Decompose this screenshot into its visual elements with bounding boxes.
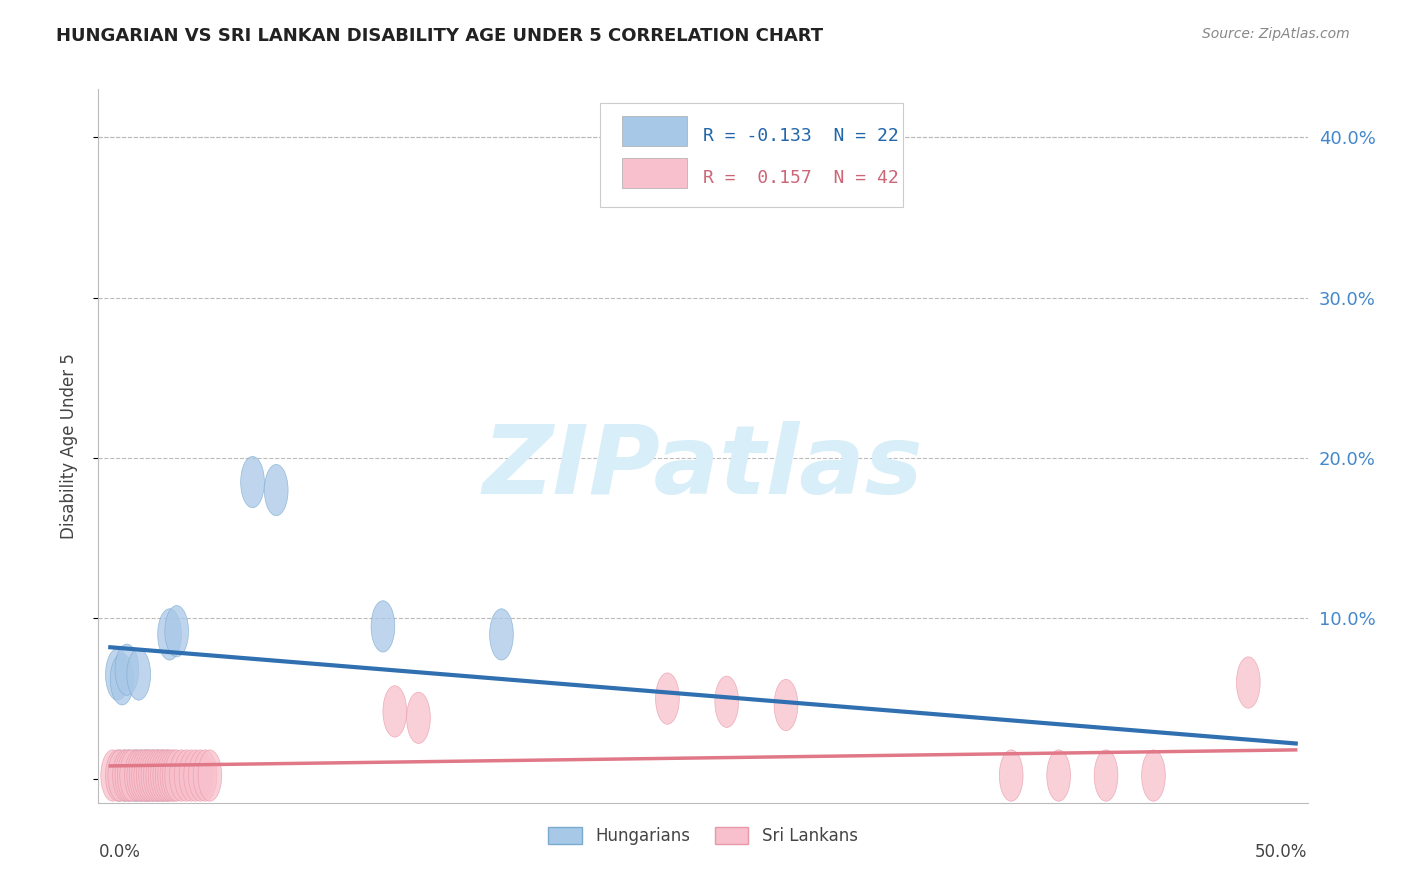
Ellipse shape	[105, 750, 129, 801]
Ellipse shape	[101, 750, 125, 801]
FancyBboxPatch shape	[621, 116, 688, 146]
Ellipse shape	[112, 750, 136, 801]
Ellipse shape	[193, 750, 217, 801]
Ellipse shape	[264, 465, 288, 516]
Ellipse shape	[134, 750, 157, 801]
Text: HUNGARIAN VS SRI LANKAN DISABILITY AGE UNDER 5 CORRELATION CHART: HUNGARIAN VS SRI LANKAN DISABILITY AGE U…	[56, 27, 824, 45]
Ellipse shape	[150, 750, 174, 801]
Ellipse shape	[108, 750, 132, 801]
Ellipse shape	[188, 750, 212, 801]
Ellipse shape	[136, 750, 160, 801]
Ellipse shape	[155, 750, 179, 801]
Ellipse shape	[146, 750, 170, 801]
Ellipse shape	[184, 750, 208, 801]
Text: R = -0.133  N = 22: R = -0.133 N = 22	[703, 128, 898, 145]
Ellipse shape	[1094, 750, 1118, 801]
Ellipse shape	[160, 750, 184, 801]
Ellipse shape	[127, 750, 150, 801]
Ellipse shape	[143, 750, 167, 801]
Ellipse shape	[122, 750, 146, 801]
Ellipse shape	[125, 750, 148, 801]
Ellipse shape	[139, 750, 163, 801]
Ellipse shape	[117, 750, 141, 801]
Ellipse shape	[136, 750, 160, 801]
Ellipse shape	[125, 750, 148, 801]
Ellipse shape	[157, 750, 181, 801]
Text: Source: ZipAtlas.com: Source: ZipAtlas.com	[1202, 27, 1350, 41]
Ellipse shape	[198, 750, 222, 801]
Ellipse shape	[117, 750, 141, 801]
Ellipse shape	[382, 686, 406, 737]
Ellipse shape	[489, 608, 513, 660]
Legend: Hungarians, Sri Lankans: Hungarians, Sri Lankans	[541, 820, 865, 852]
Text: 50.0%: 50.0%	[1256, 843, 1308, 861]
Y-axis label: Disability Age Under 5: Disability Age Under 5	[59, 353, 77, 539]
Ellipse shape	[115, 750, 139, 801]
Ellipse shape	[157, 608, 181, 660]
Ellipse shape	[141, 750, 165, 801]
Ellipse shape	[1142, 750, 1166, 801]
Ellipse shape	[163, 750, 186, 801]
Ellipse shape	[115, 644, 139, 696]
Ellipse shape	[1000, 750, 1024, 801]
Ellipse shape	[146, 750, 170, 801]
Ellipse shape	[371, 600, 395, 652]
Ellipse shape	[120, 750, 143, 801]
Ellipse shape	[165, 606, 188, 657]
Ellipse shape	[240, 457, 264, 508]
Ellipse shape	[406, 692, 430, 743]
FancyBboxPatch shape	[621, 158, 688, 187]
Ellipse shape	[127, 648, 150, 700]
Ellipse shape	[148, 750, 172, 801]
Ellipse shape	[108, 750, 132, 801]
Ellipse shape	[174, 750, 198, 801]
Ellipse shape	[153, 750, 177, 801]
Text: ZIPatlas: ZIPatlas	[482, 421, 924, 514]
Ellipse shape	[165, 750, 188, 801]
Ellipse shape	[134, 750, 157, 801]
Ellipse shape	[129, 750, 153, 801]
Ellipse shape	[132, 750, 155, 801]
Ellipse shape	[714, 676, 738, 728]
Ellipse shape	[775, 680, 797, 731]
Ellipse shape	[170, 750, 193, 801]
Ellipse shape	[150, 750, 174, 801]
Ellipse shape	[1236, 657, 1260, 708]
Ellipse shape	[129, 750, 153, 801]
FancyBboxPatch shape	[600, 103, 903, 207]
Ellipse shape	[655, 673, 679, 724]
Ellipse shape	[155, 750, 179, 801]
Ellipse shape	[112, 750, 136, 801]
Ellipse shape	[179, 750, 202, 801]
Text: R =  0.157  N = 42: R = 0.157 N = 42	[703, 169, 898, 186]
Text: 0.0%: 0.0%	[98, 843, 141, 861]
Ellipse shape	[105, 648, 129, 700]
Ellipse shape	[141, 750, 165, 801]
Ellipse shape	[110, 654, 134, 705]
Ellipse shape	[1047, 750, 1070, 801]
